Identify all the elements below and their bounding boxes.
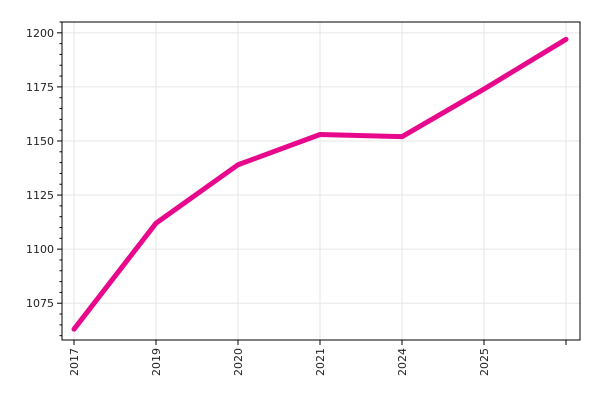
y-tick-label: 1150 (26, 135, 54, 148)
y-tick-label: 1100 (26, 243, 54, 256)
x-tick-label: 2017 (68, 348, 81, 376)
plot-frame (61, 21, 581, 341)
y-tick-label: 1175 (26, 81, 54, 94)
y-tick-label: 1075 (26, 297, 54, 310)
x-tick-label: 2021 (314, 348, 327, 376)
y-axis-ticks: 1075 1100 1125 1150 1175 1200 (26, 21, 62, 337)
x-axis-ticks: 2017 2019 2020 2021 2024 2025 (68, 340, 567, 376)
x-tick-label: 2025 (478, 348, 491, 376)
y-tick-label: 1125 (26, 189, 54, 202)
grid (62, 22, 580, 340)
axes (61, 21, 581, 341)
x-tick-label: 2024 (396, 348, 409, 376)
y-tick-label: 1200 (26, 27, 54, 40)
series (71, 36, 569, 332)
x-tick-label: 2019 (150, 348, 163, 376)
x-tick-label: 2020 (232, 348, 245, 376)
series-line (71, 36, 569, 332)
